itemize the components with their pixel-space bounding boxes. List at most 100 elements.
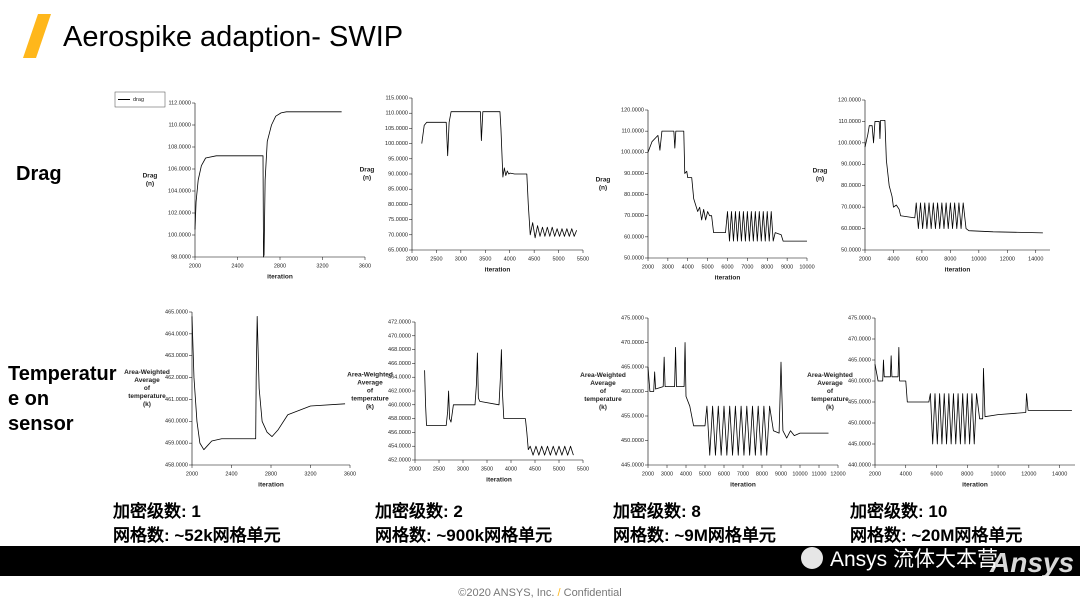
y-axis-label: temperature: [128, 393, 166, 400]
x-tick-label: 5000: [702, 264, 714, 270]
x-tick-label: 10000: [971, 256, 986, 262]
y-tick-label: 464.0000: [388, 375, 411, 381]
x-tick-label: 5000: [699, 471, 711, 477]
y-tick-label: 120.0000: [838, 97, 861, 103]
y-tick-label: 463.0000: [165, 353, 188, 359]
x-tick-label: 8000: [944, 256, 956, 262]
x-tick-label: 11000: [812, 471, 827, 477]
y-tick-label: 100.0000: [385, 141, 408, 147]
y-tick-label: 470.0000: [388, 333, 411, 339]
caption-level: 加密级数: 1: [112, 501, 201, 521]
x-axis-label: iteration: [258, 482, 284, 489]
y-axis-label: (k): [366, 404, 374, 411]
x-tick-label: 6000: [916, 256, 928, 262]
y-axis-label: Average: [590, 380, 616, 387]
y-tick-label: 100.0000: [168, 232, 191, 238]
y-tick-label: 452.0000: [388, 457, 411, 463]
y-tick-label: 80.0000: [388, 202, 408, 208]
y-axis-label: Area-Weighted: [580, 372, 626, 379]
x-tick-label: 12000: [1021, 471, 1036, 477]
title-accent: [23, 14, 51, 58]
y-tick-label: 465.0000: [165, 309, 188, 315]
y-tick-label: 90.0000: [624, 171, 644, 177]
y-tick-label: 470.0000: [848, 336, 871, 342]
y-tick-label: 465.0000: [621, 364, 644, 370]
y-tick-label: 450.0000: [621, 438, 644, 444]
x-tick-label: 14000: [1052, 471, 1067, 477]
y-tick-label: 445.0000: [848, 441, 871, 447]
x-tick-label: 8000: [761, 264, 773, 270]
y-tick-label: 105.0000: [385, 126, 408, 132]
row-label: Temperatur: [8, 363, 117, 385]
y-tick-label: 98.0000: [171, 254, 191, 260]
x-tick-label: 12000: [1000, 256, 1015, 262]
x-axis-label: iteration: [962, 482, 988, 489]
x-tick-label: 5500: [577, 256, 589, 262]
y-tick-label: 50.0000: [841, 247, 861, 253]
y-axis-label: Drag: [360, 167, 375, 174]
x-axis-label: iteration: [945, 267, 971, 274]
y-tick-label: 85.0000: [388, 187, 408, 193]
copyright: ©2020 ANSYS, Inc.: [458, 587, 554, 599]
y-axis-label: temperature: [584, 396, 622, 403]
data-line: [421, 111, 578, 239]
y-axis-label: (n): [599, 185, 607, 192]
y-axis-label: of: [827, 388, 834, 395]
y-tick-label: 70.0000: [841, 205, 861, 211]
y-tick-label: 455.0000: [621, 413, 644, 419]
x-tick-label: 2000: [186, 471, 198, 477]
y-tick-label: 102.0000: [168, 210, 191, 216]
x-tick-label: 8000: [756, 471, 768, 477]
y-tick-label: 110.0000: [621, 129, 644, 135]
y-tick-label: 50.0000: [624, 255, 644, 261]
x-tick-label: 3200: [316, 263, 328, 269]
y-tick-label: 470.0000: [621, 340, 644, 346]
x-tick-label: 7000: [741, 264, 753, 270]
x-tick-label: 3000: [662, 264, 674, 270]
y-tick-label: 60.0000: [841, 226, 861, 232]
y-axis-label: (k): [143, 401, 151, 408]
x-tick-label: 3500: [479, 256, 491, 262]
y-tick-label: 440.0000: [848, 462, 871, 468]
y-axis-label: (n): [816, 176, 824, 183]
separator: /: [558, 587, 562, 599]
y-tick-label: 472.0000: [388, 319, 411, 325]
x-tick-label: 3000: [661, 471, 673, 477]
y-tick-label: 462.0000: [388, 388, 411, 394]
y-tick-label: 458.0000: [388, 416, 411, 422]
x-tick-label: 6000: [718, 471, 730, 477]
x-tick-label: 12000: [830, 471, 845, 477]
x-tick-label: 4000: [680, 471, 692, 477]
x-tick-label: 2800: [265, 471, 277, 477]
y-axis-label: Average: [357, 380, 383, 387]
y-tick-label: 462.0000: [165, 375, 188, 381]
y-tick-label: 458.0000: [165, 462, 188, 468]
y-tick-label: 475.0000: [848, 315, 871, 321]
x-axis-label: iteration: [267, 274, 293, 281]
legend-label: drag: [133, 97, 144, 103]
logo: Ansys: [989, 547, 1074, 578]
y-tick-label: 104.0000: [168, 188, 191, 194]
x-tick-label: 4500: [528, 256, 540, 262]
y-tick-label: 465.0000: [848, 357, 871, 363]
y-tick-label: 65.0000: [388, 247, 408, 253]
x-tick-label: 4000: [505, 466, 517, 472]
y-tick-label: 95.0000: [388, 156, 408, 162]
y-tick-label: 475.0000: [621, 315, 644, 321]
y-axis-label: of: [367, 388, 374, 395]
row-label: sensor: [8, 413, 74, 435]
y-tick-label: 75.0000: [388, 217, 408, 223]
x-tick-label: 10000: [792, 471, 807, 477]
y-tick-label: 450.0000: [848, 420, 871, 426]
y-tick-label: 455.0000: [848, 399, 871, 405]
x-tick-label: 2500: [430, 256, 442, 262]
data-line: [874, 347, 1072, 445]
data-line: [647, 342, 829, 456]
y-tick-label: 90.0000: [388, 171, 408, 177]
x-tick-label: 2400: [231, 263, 243, 269]
y-tick-label: 445.0000: [621, 462, 644, 468]
caption-mesh: 网格数: ~52k网格单元: [113, 525, 281, 545]
x-tick-label: 5000: [552, 256, 564, 262]
